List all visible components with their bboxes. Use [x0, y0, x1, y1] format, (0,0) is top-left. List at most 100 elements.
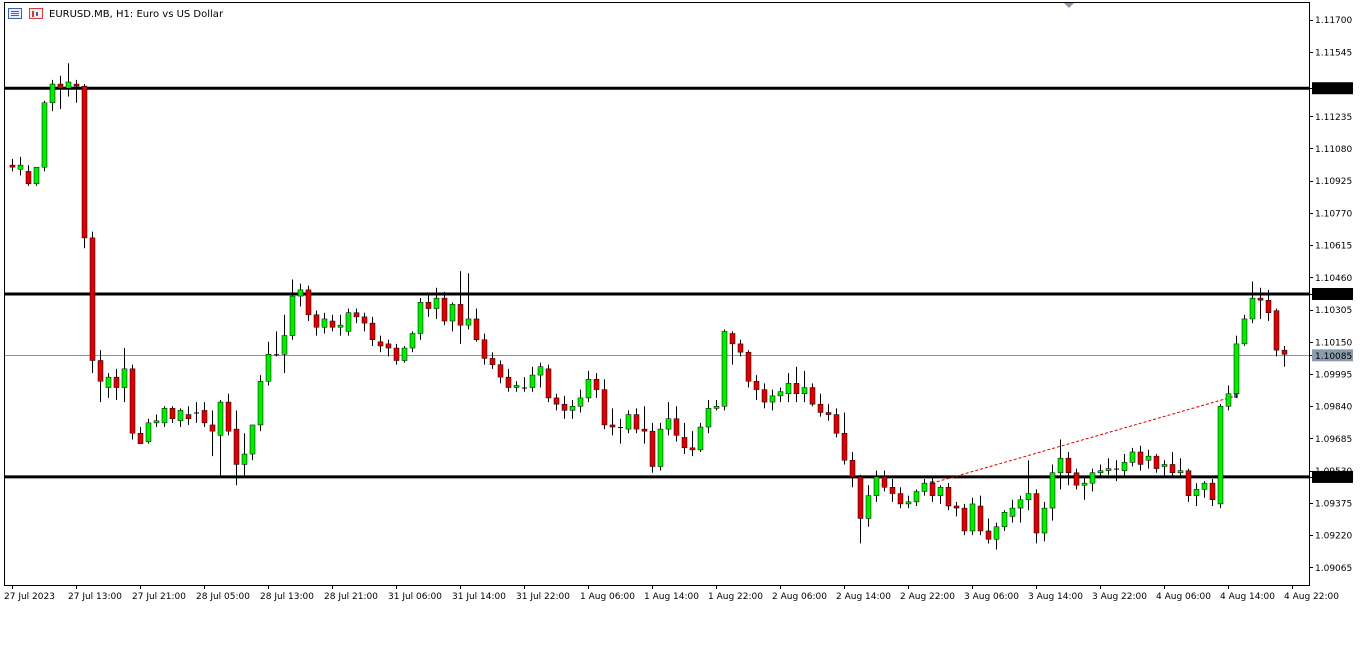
candle-body [945, 487, 952, 507]
candle [1265, 289, 1272, 322]
candle [321, 312, 328, 334]
candle-body [305, 289, 312, 316]
time-label: 2 Aug 22:00 [900, 592, 955, 602]
price-label: 1.11700 [1315, 16, 1352, 26]
candle-body [113, 376, 120, 388]
candle-body [225, 401, 232, 432]
candle-body [985, 530, 992, 540]
candle-body [1105, 468, 1112, 471]
time-label: 1 Aug 22:00 [708, 592, 763, 602]
timeframe-label: H1: [116, 9, 133, 20]
candle-body [481, 339, 488, 359]
candle [1233, 335, 1240, 398]
candle-body [369, 322, 376, 340]
candle [217, 400, 224, 477]
price-label: 1.10150 [1315, 338, 1352, 348]
candle [897, 487, 904, 509]
candle-body [201, 410, 208, 424]
candle [281, 314, 288, 373]
candle [473, 308, 480, 342]
candle-body [177, 410, 184, 422]
candle [417, 298, 424, 340]
trend-line[interactable] [931, 395, 1237, 484]
time-axis[interactable]: 27 Jul 2023 27 Jul 13:00 27 Jul 21:00 28 Ju… [4, 585, 1339, 602]
bid-price-box [1312, 349, 1353, 362]
candle-body [641, 428, 648, 432]
price-label: 1.10770 [1315, 209, 1352, 219]
candle-body [153, 420, 160, 424]
candle [457, 271, 464, 344]
candle-body [881, 476, 888, 488]
candle [1249, 281, 1256, 324]
time-label: 3 Aug 14:00 [1028, 592, 1083, 602]
candle-body [161, 408, 168, 424]
candle-body [489, 358, 496, 365]
candle [697, 422, 704, 452]
candle-body [1057, 457, 1064, 474]
candle-body [97, 360, 104, 382]
candle [1065, 451, 1072, 486]
candle-body [1081, 482, 1088, 486]
candle [265, 341, 272, 386]
candle-body [817, 403, 824, 413]
candle [825, 404, 832, 421]
candle [921, 478, 928, 496]
candle [153, 414, 160, 428]
candle-body [545, 368, 552, 399]
candle [9, 158, 16, 172]
time-label: 4 Aug 22:00 [1284, 592, 1339, 602]
candle [993, 522, 1000, 550]
candle-body [937, 487, 944, 496]
candle-body [513, 385, 520, 388]
candle [801, 370, 808, 403]
candle [569, 400, 576, 419]
candle [241, 433, 248, 477]
time-label: 28 Jul 21:00 [324, 592, 378, 602]
candle-body [449, 304, 456, 322]
candle-body [505, 376, 512, 388]
price-label: 1.11080 [1315, 145, 1352, 155]
candle [985, 518, 992, 544]
candle-body [417, 302, 424, 334]
candle-body [697, 426, 704, 451]
candle-body [25, 171, 32, 185]
candle [657, 422, 664, 471]
level-price-label: 1.09500 [1315, 473, 1352, 483]
chart-shift-marker-icon[interactable] [1064, 3, 1074, 8]
svg-text:EURUSD.MB, H1: Euro vs US Dol: EURUSD.MB, H1: Euro vs US Dollar [49, 9, 224, 20]
candle [905, 495, 912, 509]
price-label: 1.09220 [1315, 532, 1352, 542]
candle [553, 393, 560, 411]
candle-body [577, 397, 584, 407]
candle [1097, 464, 1104, 477]
candle [209, 410, 216, 457]
candle [849, 451, 856, 488]
price-label: 1.09065 [1315, 564, 1352, 574]
candle [633, 408, 640, 434]
candle-body [89, 237, 96, 361]
candle-body [1273, 310, 1280, 351]
candle [409, 331, 416, 353]
candle [201, 402, 208, 428]
candle [1033, 489, 1040, 544]
candle [17, 156, 24, 176]
level-price-box [1312, 82, 1353, 95]
price-axis[interactable]: 1.11700 1.11545 1.11370 1.11235 1.11080 1.109… [1309, 16, 1353, 574]
candle [721, 329, 728, 411]
candle-body [721, 331, 728, 407]
candle [1081, 476, 1088, 500]
candle [1009, 499, 1016, 523]
candle-body [73, 83, 80, 87]
candle [673, 406, 680, 442]
candle [505, 368, 512, 392]
candle-body [713, 405, 720, 409]
candle [73, 79, 80, 103]
candle [49, 79, 56, 112]
candle-body [49, 83, 56, 104]
candle-body [401, 347, 408, 361]
candle [953, 501, 960, 517]
candle-body [1241, 318, 1248, 345]
candle [705, 400, 712, 434]
candle-body [1233, 343, 1240, 395]
